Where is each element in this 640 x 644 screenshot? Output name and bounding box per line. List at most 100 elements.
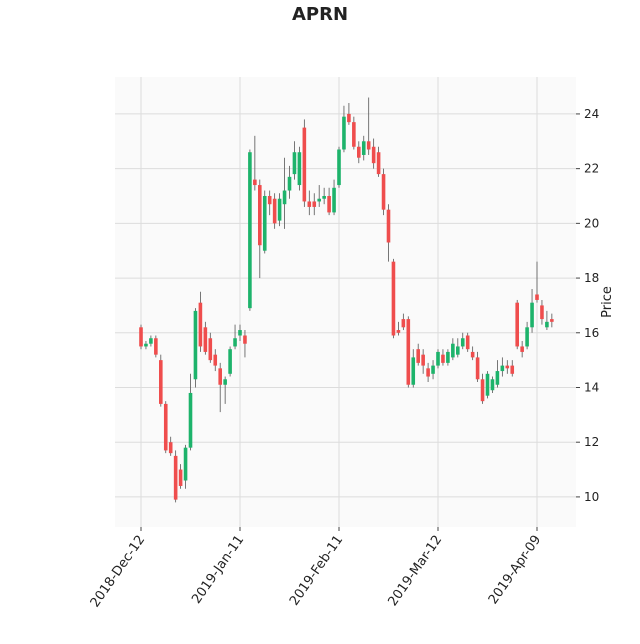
candle-body — [500, 365, 505, 372]
candle-body — [545, 321, 549, 328]
candle-body — [332, 187, 336, 213]
candle-body — [426, 368, 430, 377]
candle-body — [441, 354, 445, 363]
candle-body — [159, 360, 163, 404]
candle-body — [470, 351, 475, 358]
candle-body — [188, 392, 193, 448]
candle-body — [287, 176, 292, 191]
candle-body — [168, 442, 173, 454]
candle-body — [485, 373, 490, 396]
candle-body — [183, 447, 188, 481]
candle-body — [347, 113, 351, 123]
candle-body — [253, 179, 257, 186]
candle-body — [163, 403, 168, 451]
candle-body — [203, 327, 208, 352]
candle-body — [406, 319, 411, 385]
candle-body — [238, 330, 242, 336]
candle-body — [381, 174, 386, 210]
candle-body — [302, 127, 307, 202]
x-tick-label: 2018-Dec-12 — [88, 533, 149, 611]
y-tick-label: 16 — [584, 326, 599, 340]
candle-body — [193, 310, 198, 380]
candle-body — [312, 201, 317, 207]
candle-body — [515, 302, 519, 347]
candle-body — [510, 365, 515, 374]
candle-body — [535, 294, 539, 300]
x-tick-label: 2019-Feb-11 — [287, 533, 346, 609]
candle-body — [411, 357, 416, 385]
candle-body — [460, 338, 465, 347]
candle-body — [530, 302, 534, 328]
candle-body — [272, 198, 277, 224]
candle-body — [550, 319, 554, 322]
candle-body — [149, 338, 153, 344]
candle-body — [267, 195, 272, 205]
candle-body — [456, 346, 460, 355]
y-tick-label: 22 — [584, 162, 599, 176]
candle-body — [297, 152, 302, 186]
candle-body — [386, 209, 391, 243]
candle-body — [401, 319, 406, 328]
candle-body — [277, 198, 282, 221]
candle-body — [451, 343, 455, 358]
candle-body — [421, 354, 425, 366]
candle-body — [292, 152, 297, 175]
candle-body — [139, 327, 143, 347]
candle-body — [361, 141, 366, 155]
candle-body — [376, 152, 381, 175]
candle-body — [446, 351, 450, 363]
candle-body — [243, 335, 247, 344]
candle-body — [208, 338, 213, 361]
y-tick-label: 14 — [584, 380, 599, 394]
candle-body — [357, 146, 361, 158]
candle-body — [233, 338, 237, 347]
candle-body — [327, 195, 331, 213]
candle-body — [223, 379, 227, 385]
candle-body — [342, 116, 346, 150]
y-tick-label: 18 — [584, 271, 599, 285]
candle-body — [505, 365, 510, 369]
candle-body — [480, 379, 485, 402]
candle-body — [475, 357, 480, 380]
y-tick-label: 10 — [584, 490, 599, 504]
y-tick-label: 24 — [584, 107, 599, 121]
y-axis-label: Price — [600, 286, 615, 318]
candle-body — [352, 122, 356, 147]
candle-body — [173, 455, 178, 500]
x-tick-label: 2019-Jan-11 — [189, 533, 247, 607]
plot-area — [115, 77, 576, 527]
candle-body — [213, 354, 218, 366]
candle-body — [228, 349, 232, 374]
candle-body — [258, 185, 262, 246]
candle-body — [465, 335, 470, 350]
candle-body — [218, 368, 222, 385]
candle-body — [198, 302, 203, 347]
x-tick-label: 2019-Apr-09 — [486, 533, 544, 607]
candle-body — [490, 379, 495, 391]
candle-body — [262, 195, 267, 251]
candle-body — [431, 365, 435, 374]
candle-body — [248, 152, 252, 309]
x-tick-label: 2019-Mar-12 — [386, 533, 446, 609]
candle-body — [540, 305, 544, 320]
candle-body — [307, 201, 312, 207]
candle-body — [391, 261, 396, 336]
candle-body — [495, 371, 500, 385]
candle-body — [282, 190, 287, 205]
candle-body — [396, 330, 401, 333]
candle-body — [525, 327, 529, 347]
candle-body — [178, 469, 183, 486]
candle-body — [322, 195, 326, 199]
candle-body — [520, 346, 524, 352]
chart-title: APRN — [292, 4, 348, 25]
candle-body — [366, 141, 371, 150]
candle-body — [416, 349, 420, 363]
y-tick-label: 12 — [584, 435, 599, 449]
candle-body — [337, 149, 341, 186]
candle-body — [144, 343, 148, 347]
y-tick-label: 20 — [584, 216, 599, 230]
candle-body — [317, 198, 321, 202]
candle-body — [371, 146, 376, 164]
candle-body — [154, 338, 158, 355]
